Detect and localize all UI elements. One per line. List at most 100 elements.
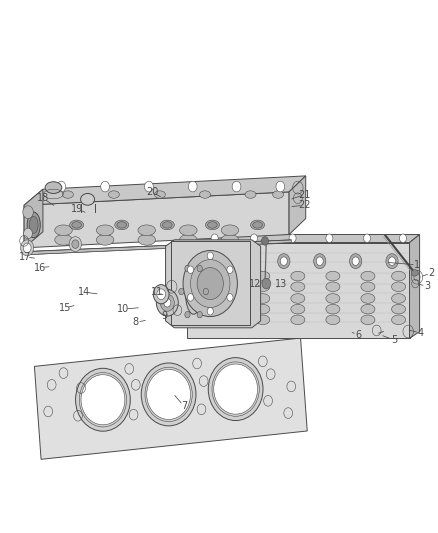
Circle shape [227, 266, 233, 273]
Circle shape [261, 237, 268, 245]
Ellipse shape [200, 191, 210, 198]
Circle shape [197, 265, 202, 272]
Circle shape [69, 237, 81, 252]
Text: 14: 14 [78, 287, 90, 297]
Circle shape [188, 181, 197, 192]
Circle shape [326, 234, 333, 243]
Circle shape [183, 251, 237, 317]
Polygon shape [171, 241, 250, 325]
Circle shape [101, 181, 110, 192]
Text: 6: 6 [355, 330, 361, 340]
Ellipse shape [256, 315, 270, 325]
Circle shape [350, 254, 362, 269]
Text: 2: 2 [428, 268, 434, 278]
Circle shape [276, 181, 285, 192]
Text: 13: 13 [275, 279, 287, 288]
Circle shape [352, 257, 359, 265]
Circle shape [179, 288, 184, 295]
Ellipse shape [326, 315, 340, 325]
Circle shape [185, 265, 190, 272]
Circle shape [23, 243, 31, 253]
Ellipse shape [55, 225, 72, 236]
Ellipse shape [361, 282, 375, 292]
Circle shape [251, 234, 258, 243]
Polygon shape [187, 243, 410, 338]
Ellipse shape [221, 235, 239, 245]
Ellipse shape [72, 222, 81, 228]
Polygon shape [289, 176, 306, 235]
Circle shape [389, 257, 396, 265]
Circle shape [211, 234, 218, 243]
Ellipse shape [185, 269, 202, 314]
Polygon shape [187, 235, 420, 243]
Ellipse shape [392, 271, 406, 281]
Ellipse shape [256, 282, 270, 292]
Ellipse shape [154, 191, 166, 198]
Circle shape [232, 181, 241, 192]
Ellipse shape [214, 364, 258, 414]
Text: 17: 17 [19, 252, 32, 262]
Circle shape [207, 308, 213, 315]
Ellipse shape [188, 277, 199, 306]
Circle shape [203, 288, 208, 295]
Circle shape [23, 206, 33, 219]
Ellipse shape [29, 216, 38, 233]
Text: 1: 1 [414, 260, 420, 270]
Ellipse shape [180, 235, 197, 245]
Ellipse shape [75, 368, 131, 431]
Text: 19: 19 [71, 204, 83, 214]
Ellipse shape [138, 225, 155, 236]
Ellipse shape [256, 294, 270, 303]
Text: 12: 12 [249, 279, 261, 288]
Text: 10: 10 [117, 304, 130, 314]
Polygon shape [24, 176, 306, 205]
Text: 5: 5 [391, 335, 397, 345]
Circle shape [160, 294, 174, 311]
Circle shape [24, 228, 32, 239]
Ellipse shape [70, 220, 84, 230]
Ellipse shape [291, 271, 305, 281]
Ellipse shape [326, 271, 340, 281]
Ellipse shape [160, 220, 174, 230]
Ellipse shape [147, 369, 191, 419]
Circle shape [227, 294, 233, 301]
Ellipse shape [208, 222, 217, 228]
Circle shape [157, 289, 166, 300]
Circle shape [207, 252, 213, 260]
Text: 15: 15 [59, 303, 71, 313]
Ellipse shape [251, 220, 265, 230]
Ellipse shape [361, 304, 375, 314]
Ellipse shape [291, 304, 305, 314]
Ellipse shape [253, 222, 262, 228]
Text: 8: 8 [133, 318, 139, 327]
Circle shape [72, 240, 79, 248]
Ellipse shape [117, 222, 127, 228]
Ellipse shape [392, 304, 406, 314]
Ellipse shape [208, 358, 263, 421]
Ellipse shape [245, 191, 256, 198]
Ellipse shape [272, 191, 284, 198]
Circle shape [316, 257, 323, 265]
Ellipse shape [221, 304, 235, 314]
Circle shape [278, 254, 290, 269]
Circle shape [204, 254, 216, 269]
Circle shape [145, 181, 153, 192]
Ellipse shape [221, 225, 239, 236]
Text: 21: 21 [298, 190, 311, 199]
Circle shape [187, 294, 194, 301]
Circle shape [164, 298, 171, 307]
Circle shape [191, 260, 230, 308]
Ellipse shape [109, 191, 119, 198]
Circle shape [289, 234, 296, 243]
Circle shape [207, 257, 214, 265]
Polygon shape [410, 235, 420, 338]
Ellipse shape [96, 235, 114, 245]
Ellipse shape [392, 282, 406, 292]
Circle shape [197, 311, 202, 318]
Ellipse shape [115, 220, 129, 230]
Ellipse shape [221, 271, 235, 281]
Ellipse shape [81, 375, 125, 425]
Ellipse shape [221, 294, 235, 303]
Ellipse shape [221, 315, 235, 325]
Circle shape [399, 234, 406, 243]
